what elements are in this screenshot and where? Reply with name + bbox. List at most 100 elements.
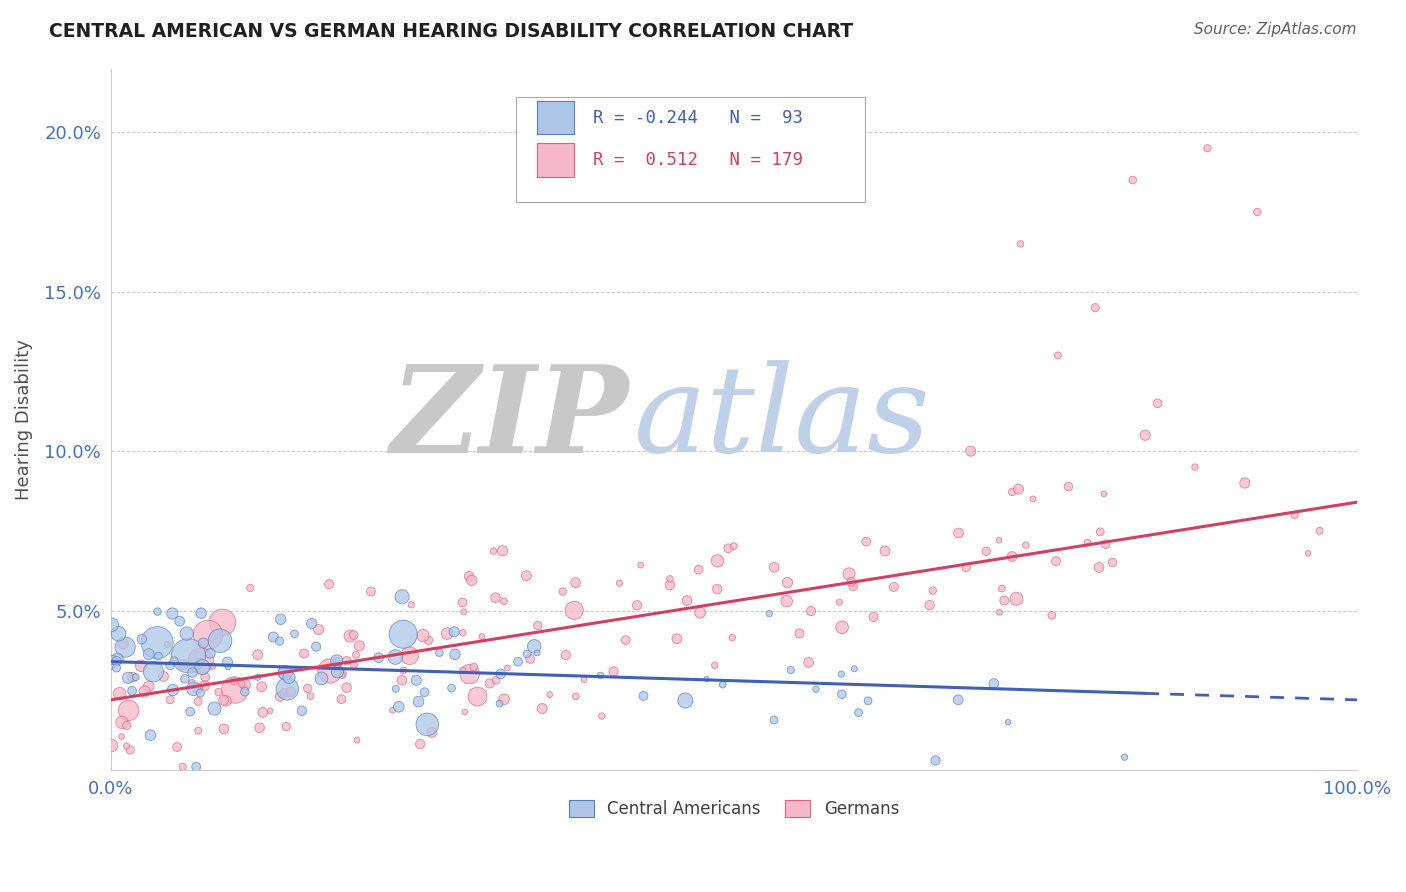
- Point: [988, 606, 1011, 620]
- Point: [658, 578, 681, 592]
- Point: [630, 558, 652, 572]
- Point: [633, 689, 655, 703]
- Point: [392, 664, 415, 678]
- Point: [1114, 750, 1136, 764]
- Point: [703, 658, 725, 673]
- Point: [343, 657, 366, 672]
- Point: [186, 760, 208, 774]
- Point: [231, 677, 253, 691]
- Point: [1184, 460, 1206, 475]
- Point: [194, 679, 217, 693]
- Point: [572, 673, 595, 687]
- Point: [409, 737, 432, 751]
- Point: [436, 626, 458, 640]
- Point: [711, 678, 734, 692]
- Point: [194, 670, 217, 684]
- Point: [1015, 538, 1038, 552]
- Point: [207, 685, 229, 699]
- Point: [427, 646, 450, 660]
- Point: [959, 444, 981, 458]
- Point: [177, 648, 200, 663]
- Point: [873, 544, 896, 558]
- Point: [1146, 396, 1168, 410]
- Point: [564, 575, 586, 590]
- Point: [326, 655, 349, 669]
- Point: [1001, 549, 1024, 564]
- Point: [292, 647, 315, 661]
- Point: [443, 624, 465, 639]
- Point: [326, 665, 349, 679]
- Point: [991, 582, 1014, 596]
- Point: [779, 663, 801, 677]
- Point: [169, 614, 191, 628]
- Point: [191, 660, 214, 674]
- Point: [523, 640, 546, 654]
- Point: [918, 598, 941, 612]
- Point: [831, 687, 853, 701]
- Point: [212, 693, 235, 707]
- Point: [1088, 560, 1111, 574]
- Point: [224, 683, 246, 698]
- Point: [108, 687, 131, 701]
- Point: [162, 607, 184, 621]
- Point: [152, 669, 174, 683]
- Point: [526, 646, 548, 660]
- Point: [676, 593, 699, 607]
- Point: [187, 723, 209, 738]
- Point: [384, 650, 406, 665]
- Point: [297, 681, 319, 696]
- Point: [172, 657, 194, 672]
- Point: [1007, 482, 1029, 496]
- Point: [212, 722, 235, 736]
- Point: [1040, 608, 1063, 623]
- Point: [1084, 301, 1107, 315]
- Y-axis label: Hearing Disability: Hearing Disability: [15, 339, 32, 500]
- Point: [326, 654, 349, 668]
- Point: [142, 665, 165, 679]
- Point: [246, 670, 269, 684]
- Point: [721, 631, 744, 645]
- Point: [1001, 484, 1024, 499]
- Point: [948, 693, 970, 707]
- Point: [1296, 546, 1319, 560]
- Point: [125, 670, 148, 684]
- Point: [797, 656, 820, 670]
- Point: [114, 640, 136, 655]
- Point: [948, 526, 970, 541]
- Point: [463, 660, 485, 674]
- Point: [204, 701, 226, 715]
- Point: [1057, 480, 1080, 494]
- Point: [159, 692, 181, 706]
- Legend: Central Americans, Germans: Central Americans, Germans: [562, 793, 905, 825]
- Point: [609, 576, 631, 591]
- Point: [115, 739, 138, 753]
- Point: [800, 604, 823, 618]
- Point: [346, 733, 368, 747]
- Point: [762, 713, 785, 727]
- Point: [461, 574, 484, 588]
- Point: [391, 590, 413, 604]
- Point: [273, 686, 295, 700]
- Point: [723, 539, 745, 553]
- Point: [121, 683, 143, 698]
- Point: [291, 704, 314, 718]
- Point: [471, 630, 494, 644]
- Point: [280, 685, 302, 699]
- Point: [193, 636, 215, 650]
- Point: [856, 694, 879, 708]
- Point: [181, 665, 204, 680]
- FancyBboxPatch shape: [516, 96, 865, 202]
- Point: [413, 685, 436, 699]
- Point: [444, 648, 467, 662]
- Point: [398, 648, 420, 663]
- Point: [988, 533, 1011, 548]
- Point: [706, 582, 728, 596]
- Point: [758, 607, 780, 621]
- Point: [233, 678, 256, 692]
- Point: [482, 544, 505, 558]
- Point: [211, 615, 233, 630]
- Point: [197, 628, 219, 642]
- Point: [222, 674, 245, 689]
- Point: [269, 634, 291, 648]
- Point: [335, 654, 357, 668]
